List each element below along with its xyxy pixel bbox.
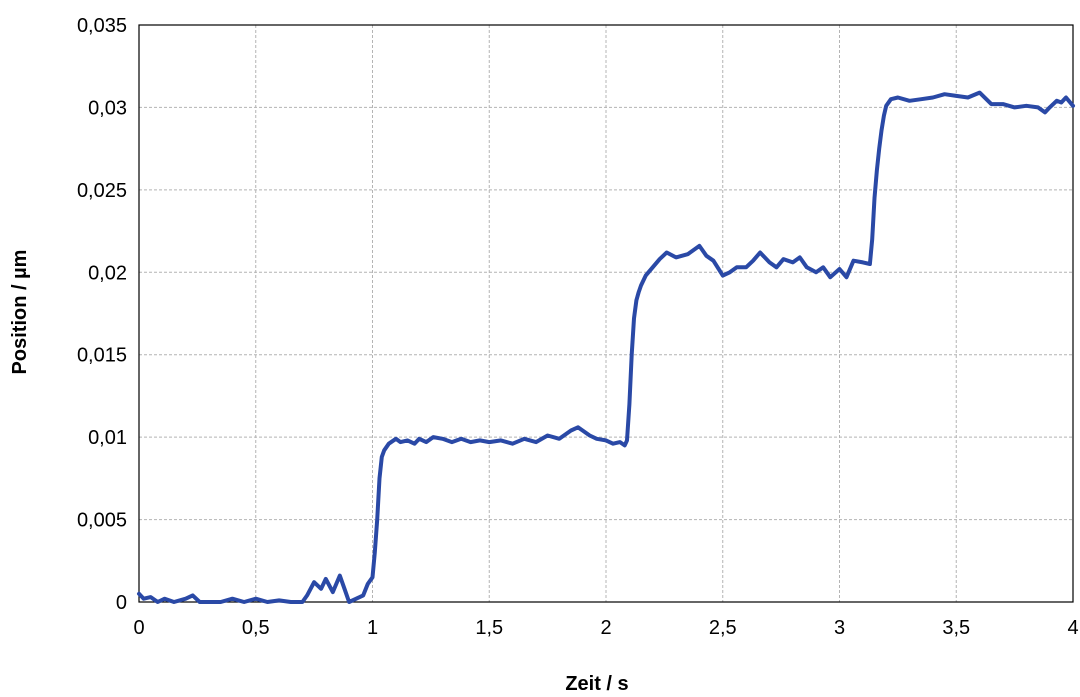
y-tick-label: 0,02 (88, 262, 127, 284)
x-tick-labels: 0 0,5 1 1,5 2 2,5 3 3,5 4 (133, 617, 1078, 639)
x-tick-label: 2 (600, 617, 611, 639)
x-tick-label: 2,5 (709, 617, 737, 639)
x-tick-label: 4 (1067, 617, 1078, 639)
x-tick-label: 0,5 (242, 617, 270, 639)
plot-frame (138, 24, 1074, 603)
y-tick-label: 0,015 (77, 345, 127, 367)
x-tick-label: 3 (834, 617, 845, 639)
grid-lines (139, 25, 1073, 602)
x-tick-label: 0 (133, 617, 144, 639)
y-tick-label: 0,01 (88, 427, 127, 449)
x-axis-title: Zeit / s (565, 673, 628, 695)
y-tick-labels: 0 0,005 0,01 0,015 0,02 0,025 0,03 0,035 (77, 15, 127, 614)
y-tick-label: 0,035 (77, 15, 127, 37)
y-axis-title: Position / µm (9, 250, 31, 375)
y-tick-label: 0,03 (88, 97, 127, 119)
y-tick-label: 0,025 (77, 180, 127, 202)
series-line (137, 90, 1075, 604)
x-tick-label: 3,5 (942, 617, 970, 639)
y-tick-label: 0,005 (77, 510, 127, 532)
y-tick-label: 0 (116, 592, 127, 614)
x-tick-label: 1 (367, 617, 378, 639)
x-tick-label: 1,5 (475, 617, 503, 639)
